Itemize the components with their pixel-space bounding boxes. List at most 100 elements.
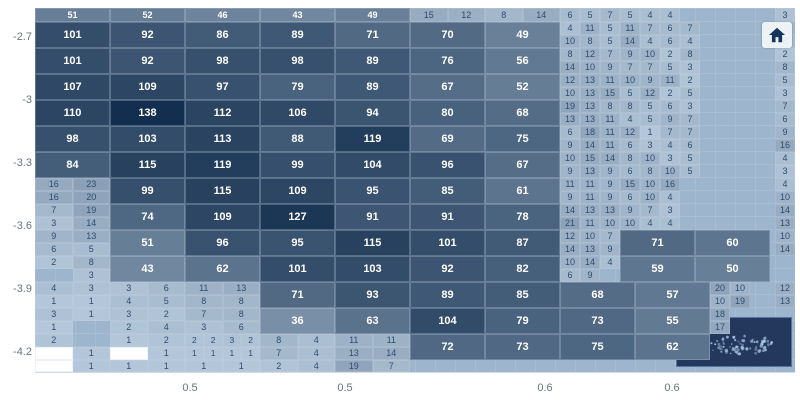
heatmap-cell[interactable]: 1 — [241, 347, 260, 360]
heatmap-cell[interactable]: 3 — [775, 165, 795, 178]
heatmap-cell[interactable]: 7 — [680, 113, 700, 126]
heatmap-cell[interactable]: 19 — [335, 360, 373, 372]
heatmap-cell[interactable]: 1 — [35, 295, 73, 308]
heatmap-cell[interactable]: 9 — [560, 165, 580, 178]
heatmap-cell[interactable]: 8 — [185, 295, 223, 308]
heatmap-cell[interactable]: 10 — [560, 35, 580, 48]
heatmap-cell[interactable]: 1 — [72, 360, 110, 372]
heatmap-cell[interactable]: 15 — [600, 87, 620, 100]
heatmap-cell[interactable]: 11 — [620, 22, 640, 35]
heatmap-canvas[interactable]: 51 52 46 43 49 15 12 8 14 6 5 7 5 4 4 3 101 92 86 89 71 70 49 4… — [35, 8, 795, 372]
heatmap-cell[interactable]: 88 — [260, 126, 335, 152]
heatmap-cell[interactable]: 9 — [600, 191, 620, 204]
heatmap-cell[interactable]: 5 — [600, 35, 620, 48]
heatmap-cell[interactable]: 16 — [660, 178, 680, 191]
heatmap-cell[interactable]: 52 — [110, 8, 185, 22]
heatmap-cell[interactable]: 21 — [560, 217, 580, 230]
heatmap-cell[interactable]: 11 — [335, 334, 373, 347]
heatmap-cell[interactable]: 101 — [260, 256, 335, 282]
heatmap-cell[interactable]: 70 — [410, 22, 485, 48]
heatmap-cell[interactable]: 9 — [600, 243, 620, 256]
heatmap-cell[interactable]: 8 — [72, 256, 110, 269]
heatmap-cell[interactable]: 4 — [110, 295, 148, 308]
heatmap-cell[interactable]: 55 — [635, 308, 710, 334]
heatmap-cell[interactable]: 1 — [640, 126, 660, 139]
heatmap-cell[interactable]: 67 — [410, 74, 485, 100]
heatmap-cell[interactable]: 11 — [372, 334, 410, 347]
heatmap-cell[interactable]: 46 — [185, 8, 260, 22]
heatmap-missing-cell[interactable] — [35, 347, 73, 360]
heatmap-cell[interactable]: 1 — [203, 347, 223, 360]
heatmap-cell[interactable]: 4 — [640, 35, 660, 48]
heatmap-cell[interactable]: 75 — [560, 334, 635, 360]
heatmap-cell[interactable]: 13 — [580, 204, 600, 217]
heatmap-cell[interactable]: 14 — [522, 8, 560, 22]
heatmap-cell[interactable]: 7 — [600, 8, 620, 22]
heatmap-cell[interactable]: 68 — [560, 282, 635, 308]
heatmap-cell[interactable]: 9 — [775, 126, 795, 139]
heatmap-missing-cell[interactable] — [110, 347, 148, 360]
heatmap-cell[interactable]: 14 — [580, 256, 600, 269]
heatmap-cell[interactable]: 4 — [660, 139, 680, 152]
heatmap-cell[interactable]: 5 — [600, 22, 620, 35]
heatmap-cell[interactable]: 7 — [35, 204, 73, 217]
heatmap-cell[interactable]: 12 — [620, 126, 640, 139]
heatmap-cell[interactable]: 1 — [110, 334, 148, 347]
heatmap-cell[interactable]: 12 — [775, 282, 795, 295]
heatmap-cell[interactable]: 11 — [185, 282, 223, 295]
heatmap-cell[interactable]: 5 — [775, 74, 795, 87]
heatmap-cell[interactable]: 2 — [203, 334, 223, 347]
heatmap-cell[interactable]: 19 — [560, 100, 580, 113]
heatmap-cell[interactable]: 1 — [35, 321, 73, 334]
heatmap-cell[interactable]: 20 — [710, 282, 730, 295]
heatmap-cell[interactable]: 107 — [35, 74, 110, 100]
heatmap-cell[interactable]: 74 — [110, 204, 185, 230]
heatmap-cell[interactable]: 87 — [485, 230, 560, 256]
heatmap-cell[interactable]: 6 — [620, 165, 640, 178]
heatmap-cell[interactable]: 4 — [660, 8, 680, 22]
heatmap-cell[interactable]: 84 — [35, 152, 110, 178]
heatmap-cell[interactable]: 10 — [660, 165, 680, 178]
heatmap-cell[interactable]: 69 — [410, 126, 485, 152]
heatmap-cell[interactable]: 13 — [580, 74, 600, 87]
heatmap-cell[interactable]: 109 — [260, 178, 335, 204]
heatmap-cell[interactable]: 115 — [110, 152, 185, 178]
heatmap-cell[interactable]: 2 — [35, 256, 73, 269]
heatmap-cell[interactable]: 10 — [600, 217, 620, 230]
heatmap-cell[interactable]: 7 — [185, 308, 223, 321]
heatmap-cell[interactable]: 63 — [335, 308, 410, 334]
heatmap-cell[interactable]: 3 — [185, 321, 223, 334]
heatmap-cell[interactable]: 9 — [580, 269, 600, 282]
heatmap-cell[interactable]: 80 — [410, 100, 485, 126]
heatmap-cell[interactable]: 5 — [72, 243, 110, 256]
heatmap-cell[interactable]: 2 — [110, 321, 148, 334]
heatmap-cell[interactable]: 10 — [580, 61, 600, 74]
heatmap-cell[interactable]: 11 — [560, 178, 580, 191]
heatmap-cell[interactable]: 23 — [72, 178, 110, 191]
heatmap-cell[interactable]: 71 — [620, 230, 695, 256]
heatmap-cell[interactable]: 8 — [620, 100, 640, 113]
heatmap-cell[interactable]: 78 — [485, 204, 560, 230]
heatmap-cell[interactable]: 4 — [620, 113, 640, 126]
heatmap-cell[interactable]: 109 — [110, 74, 185, 100]
heatmap-cell[interactable]: 52 — [485, 74, 560, 100]
heatmap-cell[interactable]: 71 — [335, 22, 410, 48]
heatmap-cell[interactable]: 4 — [560, 22, 580, 35]
heatmap-cell[interactable]: 11 — [580, 191, 600, 204]
heatmap-cell[interactable]: 15 — [410, 8, 448, 22]
heatmap-cell[interactable]: 14 — [560, 61, 580, 74]
heatmap-cell[interactable]: 5 — [680, 152, 700, 165]
heatmap-cell[interactable]: 8 — [580, 35, 600, 48]
heatmap-cell[interactable]: 109 — [185, 204, 260, 230]
heatmap-cell[interactable]: 115 — [335, 230, 410, 256]
heatmap-cell[interactable]: 9 — [560, 139, 580, 152]
heatmap-cell[interactable]: 9 — [600, 178, 620, 191]
heatmap-cell[interactable]: 4 — [660, 217, 680, 230]
heatmap-cell[interactable]: 43 — [110, 256, 185, 282]
heatmap-cell[interactable]: 10 — [560, 256, 580, 269]
heatmap-cell[interactable]: 7 — [660, 126, 680, 139]
heatmap-cell[interactable]: 11 — [600, 126, 620, 139]
heatmap-cell[interactable]: 6 — [660, 100, 680, 113]
heatmap-cell[interactable]: 119 — [185, 152, 260, 178]
heatmap-cell[interactable]: 97 — [185, 74, 260, 100]
